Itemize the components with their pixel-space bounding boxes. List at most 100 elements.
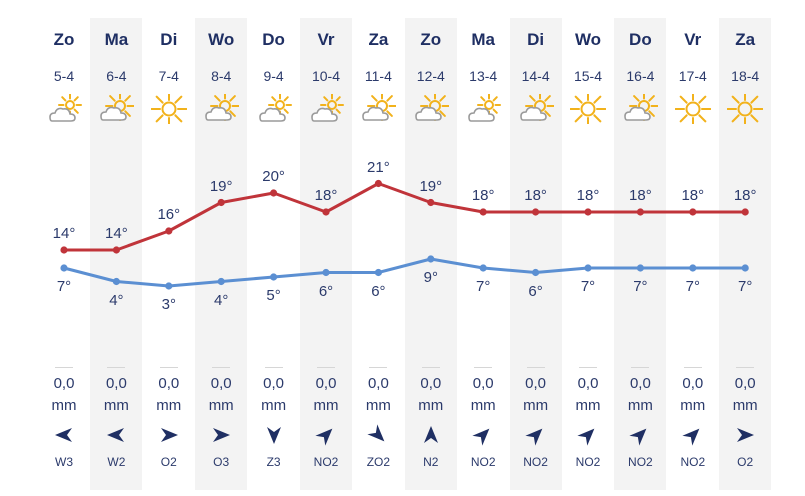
- day-date: 10-4: [311, 68, 341, 84]
- precipitation-unit: mm: [470, 397, 496, 414]
- precipitation-unit: mm: [313, 397, 339, 414]
- cloud-sun-icon: [205, 94, 240, 121]
- day-name: Vr: [684, 30, 702, 49]
- day-name: Ma: [471, 30, 495, 49]
- day-column[interactable]: Do 16-4 18° 7° 0,0 mm NO2: [614, 18, 667, 490]
- day-name: Zo: [420, 30, 442, 49]
- sun-icon: [570, 94, 606, 124]
- day-date: 12-4: [416, 68, 445, 84]
- low-temp-label: 9°: [423, 269, 438, 286]
- precipitation-unit: mm: [156, 397, 182, 414]
- day-date: 5-4: [53, 68, 75, 84]
- wind-label: O2: [737, 455, 754, 469]
- precipitation-bar: [579, 367, 597, 368]
- low-temp-label: 7°: [633, 278, 648, 295]
- wind-arrow-icon: [423, 426, 438, 443]
- wind-label: W3: [55, 455, 73, 469]
- high-temp-label: 19°: [209, 177, 233, 195]
- day-column[interactable]: Zo 5-4 14° 7° 0,0 mm W3: [38, 18, 90, 490]
- day-name: Za: [368, 30, 389, 49]
- precipitation-unit: mm: [680, 397, 706, 414]
- wind-label: NO2: [523, 455, 548, 469]
- high-temp-label: 16°: [157, 206, 181, 223]
- wind-label: N2: [423, 455, 439, 469]
- precipitation-bar: [474, 367, 493, 368]
- day-column[interactable]: Wo 8-4 19° 4° 0,0 mm O3: [195, 18, 248, 490]
- precipitation-unit: mm: [575, 397, 601, 414]
- wind-arrow-icon: [107, 428, 125, 442]
- day-date: 14-4: [521, 68, 550, 84]
- day-column[interactable]: Za 11-4 21° 6° 0,0 mm ZO2: [352, 18, 404, 490]
- wind-label: O2: [160, 455, 177, 469]
- cloud-sun-icon: [362, 94, 397, 121]
- day-name: Zo: [53, 30, 75, 49]
- precipitation-value: 0,0: [210, 375, 232, 392]
- wind-label: O3: [213, 455, 230, 469]
- day-column[interactable]: Do 9-4 20° 5° 0,0 mm Z3: [248, 18, 300, 490]
- day-date: 17-4: [678, 68, 707, 84]
- precipitation-value: 0,0: [367, 375, 389, 392]
- cloud-sun-icon: [519, 94, 554, 121]
- low-temp-label: 7°: [738, 278, 753, 295]
- precipitation-unit: mm: [51, 397, 77, 414]
- low-temp-label: 6°: [371, 282, 386, 300]
- day-column[interactable]: Vr 10-4 18° 6° 0,0 mm NO2: [300, 18, 352, 490]
- precipitation-value: 0,0: [105, 375, 127, 392]
- low-temp-label: 6°: [318, 282, 334, 300]
- precipitation-bar: [683, 367, 702, 368]
- precipitation-value: 0,0: [629, 375, 651, 392]
- day-column[interactable]: Vr 17-4 18° 7° 0,0 mm NO2: [667, 18, 719, 490]
- day-name: Ma: [104, 30, 129, 49]
- high-temp-label: 19°: [419, 177, 443, 195]
- low-temp-label: 5°: [266, 287, 281, 304]
- precipitation-value: 0,0: [263, 375, 285, 392]
- day-name: Di: [527, 30, 545, 49]
- sun-icon: [674, 94, 711, 124]
- precipitation-unit: mm: [365, 397, 391, 414]
- precipitation-bar: [107, 367, 126, 368]
- precipitation-value: 0,0: [577, 375, 599, 392]
- day-name: Wo: [574, 30, 602, 49]
- low-temp-label: 7°: [56, 278, 72, 295]
- precipitation-value: 0,0: [734, 375, 756, 392]
- precipitation-value: 0,0: [315, 375, 337, 392]
- precipitation-bar: [55, 367, 73, 368]
- wind-label: NO2: [575, 455, 601, 469]
- day-column[interactable]: Wo 15-4 18° 7° 0,0 mm NO2: [562, 18, 614, 490]
- high-temp-label: 18°: [733, 187, 757, 204]
- precipitation-bar: [421, 367, 440, 368]
- low-temp-label: 7°: [685, 278, 700, 295]
- precipitation-bar: [264, 367, 283, 368]
- wind-label: NO2: [313, 455, 339, 469]
- precipitation-value: 0,0: [682, 375, 704, 392]
- day-name: Vr: [317, 30, 335, 49]
- day-date: 8-4: [211, 68, 232, 84]
- wind-arrow-icon: [266, 427, 281, 444]
- wind-label: W2: [107, 455, 126, 469]
- wind-label: NO2: [680, 455, 706, 469]
- day-date: 11-4: [364, 68, 392, 84]
- precipitation-unit: mm: [627, 397, 653, 414]
- wind-arrow-icon: [472, 428, 490, 446]
- day-column[interactable]: Di 14-4 18° 6° 0,0 mm NO2: [509, 18, 562, 490]
- day-column[interactable]: Ma 6-4 14° 4° 0,0 mm W2: [90, 18, 143, 490]
- high-temp-label: 18°: [629, 187, 652, 204]
- day-column[interactable]: Zo 12-4 19° 9° 0,0 mm N2: [404, 18, 457, 490]
- day-date: 18-4: [731, 68, 760, 84]
- precipitation-value: 0,0: [472, 375, 494, 392]
- high-temp-label: 18°: [524, 187, 547, 204]
- high-temp-label: 18°: [471, 187, 495, 204]
- day-column[interactable]: Di 7-4 16° 3° 0,0 mm O2: [143, 18, 195, 490]
- precipitation-unit: mm: [523, 397, 549, 414]
- precipitation-bar: [317, 367, 335, 368]
- precipitation-bar: [526, 367, 545, 368]
- day-column[interactable]: Za 18-4 18° 7° 0,0 mm O2: [719, 18, 772, 490]
- wind-label: ZO2: [366, 455, 391, 469]
- precipitation-value: 0,0: [158, 375, 180, 392]
- cloud-sun-icon: [100, 94, 135, 121]
- day-name: Wo: [208, 30, 235, 49]
- day-column[interactable]: Ma 13-4 18° 7° 0,0 mm NO2: [457, 18, 509, 490]
- day-name: Do: [262, 30, 285, 49]
- sun-icon: [150, 94, 187, 124]
